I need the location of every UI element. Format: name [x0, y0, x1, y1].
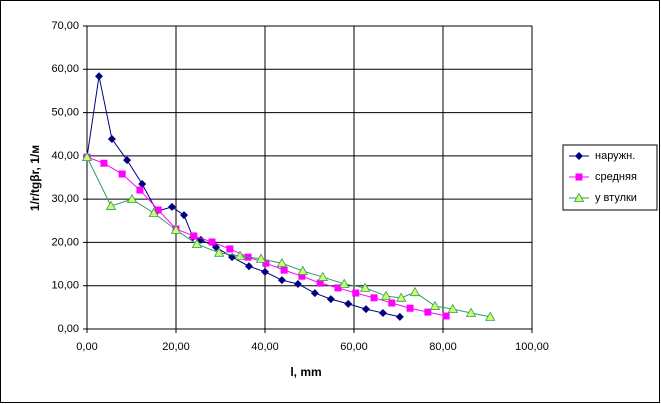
marker — [326, 295, 335, 304]
y-tick-label: 50,00 — [51, 106, 79, 118]
x-tick-label: 20,00 — [162, 341, 190, 353]
marker — [429, 300, 441, 310]
y-tick-label: 70,00 — [51, 20, 79, 32]
marker — [293, 279, 302, 288]
marker — [180, 211, 189, 220]
marker — [154, 206, 162, 214]
y-tick-label: 0,00 — [58, 323, 79, 335]
marker — [352, 289, 360, 297]
marker — [395, 292, 407, 302]
marker — [388, 299, 396, 307]
marker — [276, 257, 288, 268]
marker — [81, 151, 93, 162]
x-tick-label: 80,00 — [429, 341, 457, 353]
marker — [277, 276, 286, 285]
marker — [190, 232, 198, 240]
marker — [484, 311, 496, 321]
marker — [167, 202, 176, 211]
marker — [170, 224, 182, 234]
series-line — [86, 76, 400, 318]
marker — [316, 279, 324, 287]
marker — [362, 305, 371, 314]
marker — [138, 179, 147, 188]
marker — [226, 245, 234, 253]
x-tick-label: 40,00 — [251, 341, 279, 353]
legend-label: наружн. — [595, 150, 635, 162]
x-tick-label: 0,00 — [76, 341, 97, 353]
marker — [213, 247, 225, 257]
marker — [123, 156, 132, 165]
marker — [105, 200, 117, 210]
marker — [370, 294, 378, 302]
marker — [234, 250, 246, 260]
marker — [339, 278, 350, 288]
marker — [297, 265, 309, 275]
marker — [359, 282, 371, 292]
marker — [380, 290, 392, 301]
marker — [424, 308, 432, 316]
x-axis-title: l, mm — [290, 365, 321, 379]
legend-marker — [575, 152, 583, 160]
marker — [126, 193, 138, 204]
legend-label: средняя — [595, 171, 637, 183]
marker — [378, 308, 387, 317]
y-tick-label: 60,00 — [51, 63, 79, 75]
marker — [191, 238, 203, 249]
marker — [261, 267, 269, 276]
marker — [208, 238, 216, 246]
x-tick-label: 100,00 — [515, 341, 549, 353]
legend-label: у втулки — [595, 192, 637, 204]
y-axis-title: 1/r/tgβr, 1/м — [28, 145, 42, 211]
marker — [255, 253, 267, 263]
marker — [107, 134, 116, 143]
marker — [317, 271, 329, 281]
marker — [95, 72, 104, 81]
marker — [465, 307, 477, 317]
marker — [100, 159, 108, 167]
x-tick-label: 60,00 — [340, 341, 368, 353]
marker — [406, 304, 414, 312]
marker — [447, 303, 458, 313]
marker — [118, 170, 126, 178]
plot-area — [86, 25, 533, 330]
marker — [262, 259, 270, 267]
marker — [280, 266, 288, 274]
marker — [344, 299, 353, 308]
marker — [298, 272, 306, 280]
y-tick-label: 20,00 — [51, 236, 79, 248]
marker — [395, 312, 404, 321]
y-tick-label: 40,00 — [51, 150, 79, 162]
marker — [244, 262, 253, 271]
marker — [310, 289, 319, 298]
marker — [148, 207, 159, 217]
marker — [409, 286, 421, 297]
y-tick-label: 30,00 — [51, 193, 79, 205]
legend-marker — [573, 192, 585, 202]
legend-marker — [575, 173, 583, 181]
marker — [442, 312, 450, 320]
marker — [334, 284, 342, 292]
y-tick-label: 10,00 — [51, 280, 79, 292]
marker — [136, 186, 144, 194]
